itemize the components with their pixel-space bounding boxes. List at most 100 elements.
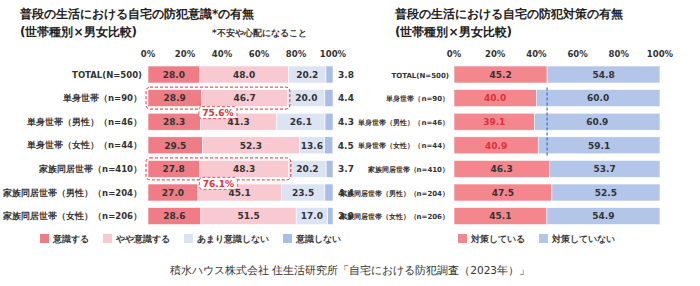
bars [148, 66, 333, 225]
category-label: 単身世帯（女性）（n=44） [357, 142, 449, 150]
data-label: 27.8 [163, 164, 185, 174]
category-label: 家族同居世帯（男性）（n=204） [2, 188, 142, 198]
bar-segment [547, 208, 660, 225]
bar-segment [454, 90, 536, 107]
bar-segment [547, 66, 660, 83]
bar-segment [325, 184, 333, 201]
data-label: 45.2 [489, 70, 511, 80]
data-label: 39.1 [483, 117, 505, 127]
annotation-bg [199, 107, 237, 119]
source: 積水ハウス株式会社 住生活研究所「自宅における防犯調査（2023年）」 [170, 264, 530, 277]
legend-swatch [539, 234, 548, 243]
data-label: 48.3 [233, 164, 255, 174]
tick-mark [185, 60, 186, 62]
bar-segment [148, 160, 199, 177]
category-label: 単身世帯（女性）（n=44） [26, 140, 142, 150]
bar-segment [454, 160, 549, 177]
data-label: 4.5 [338, 141, 354, 151]
data-label: 40.0 [484, 93, 506, 103]
tick-mark [296, 60, 297, 62]
bar-segment [325, 113, 333, 130]
reference-line [547, 88, 548, 156]
chart-1: 普段の生活における自宅の防犯対策の有無(世帯種別×男女比較)0%20%40%60… [339, 7, 674, 244]
data-label: 20.2 [296, 70, 318, 80]
bar-segment [299, 137, 324, 154]
bar-segment [535, 113, 660, 130]
data-label: 40.9 [485, 141, 507, 151]
category-label: 家族同居世帯（n=410） [38, 164, 142, 174]
note: *不安や心配になること [212, 28, 307, 38]
bar-segment [148, 66, 200, 83]
data-label: 13.6 [301, 141, 323, 151]
tick-label: 40% [212, 49, 233, 59]
bar-segment [277, 113, 325, 130]
bar-segment [281, 184, 324, 201]
bar-segment [203, 137, 300, 154]
category-label: TOTAL(N=500) [391, 72, 449, 80]
bar-segment [328, 208, 333, 225]
data-label: 54.9 [592, 211, 614, 221]
bar-segment [200, 66, 289, 83]
data-label: 3.7 [338, 164, 354, 174]
annotation-label: 76.1% [203, 179, 234, 189]
data-label: 20.0 [295, 93, 317, 103]
bars [454, 66, 660, 225]
data-label: 45.1 [489, 211, 511, 221]
annotation-box [146, 87, 290, 109]
data-label: 54.8 [592, 70, 614, 80]
bar-segment [199, 160, 288, 177]
legend-label: あまり意識しない [197, 234, 269, 244]
data-label: 48.0 [233, 70, 255, 80]
data-label: 26.1 [290, 117, 312, 127]
category-label: 単身世帯（男性）（n=46） [357, 119, 449, 127]
data-label: 23.5 [292, 188, 314, 198]
legend-label: 意識しない [295, 234, 341, 244]
annotation-box [146, 158, 291, 180]
legend-swatch [184, 234, 193, 243]
title: 普段の生活における自宅の防犯意識*の有無 [19, 7, 254, 21]
data-label: 46.7 [234, 93, 256, 103]
data-label: 28.3 [163, 117, 185, 127]
subtitle: (世帯種別×男女比較) [395, 25, 512, 39]
bar-segment [296, 208, 327, 225]
category-label: 単身世帯（n=90） [62, 93, 142, 103]
data-label: 59.1 [588, 141, 610, 151]
tick-label: 80% [609, 49, 630, 59]
bar-segment [148, 113, 200, 130]
legend-label: 意識する [52, 234, 89, 244]
data-label: 60.9 [586, 117, 608, 127]
tick-label: 100% [647, 49, 674, 59]
data-label: 46.3 [491, 164, 513, 174]
bar-segment [549, 160, 660, 177]
bar-segment [288, 90, 325, 107]
data-label: 53.7 [594, 164, 616, 174]
data-label: 52.5 [595, 188, 617, 198]
legend-label: 対策していない [551, 234, 615, 244]
data-label: 60.0 [587, 93, 609, 103]
tick-mark [454, 60, 455, 62]
data-label: 47.5 [492, 188, 514, 198]
bar-segment [454, 137, 538, 154]
category-label: 単身世帯（男性）（n=46） [26, 117, 142, 127]
bar-segment [454, 184, 552, 201]
tick-label: 100% [320, 49, 347, 59]
category-label: 単身世帯（n=90） [385, 95, 449, 103]
chart-root: 普段の生活における自宅の防犯意識*の有無 (世帯種別×男女比較) *不安や心配になる… [0, 0, 700, 286]
tick-label: 40% [526, 49, 547, 59]
tick-mark [660, 60, 661, 62]
bar-segment [324, 137, 332, 154]
category-label: 家族同居世帯（n=410） [367, 165, 449, 174]
bar-segment [326, 66, 333, 83]
category-label: 家族同居世帯（女性）（n=206） [2, 211, 142, 221]
data-label: 17.0 [301, 211, 323, 221]
data-labels: 28.048.020.23.828.946.720.04.428.341.326… [162, 70, 354, 222]
bar-segment [538, 137, 660, 154]
legend-label: やや意識する [115, 234, 170, 244]
data-label: 4.3 [338, 117, 354, 127]
category-label: 家族同居世帯（男性）（n=204） [339, 189, 449, 198]
data-label: 3.8 [338, 70, 354, 80]
legend-label: 対策している [470, 234, 525, 244]
tick-mark [259, 60, 260, 62]
category-label: TOTAL(N=500) [72, 70, 142, 80]
tick-mark [495, 60, 496, 62]
